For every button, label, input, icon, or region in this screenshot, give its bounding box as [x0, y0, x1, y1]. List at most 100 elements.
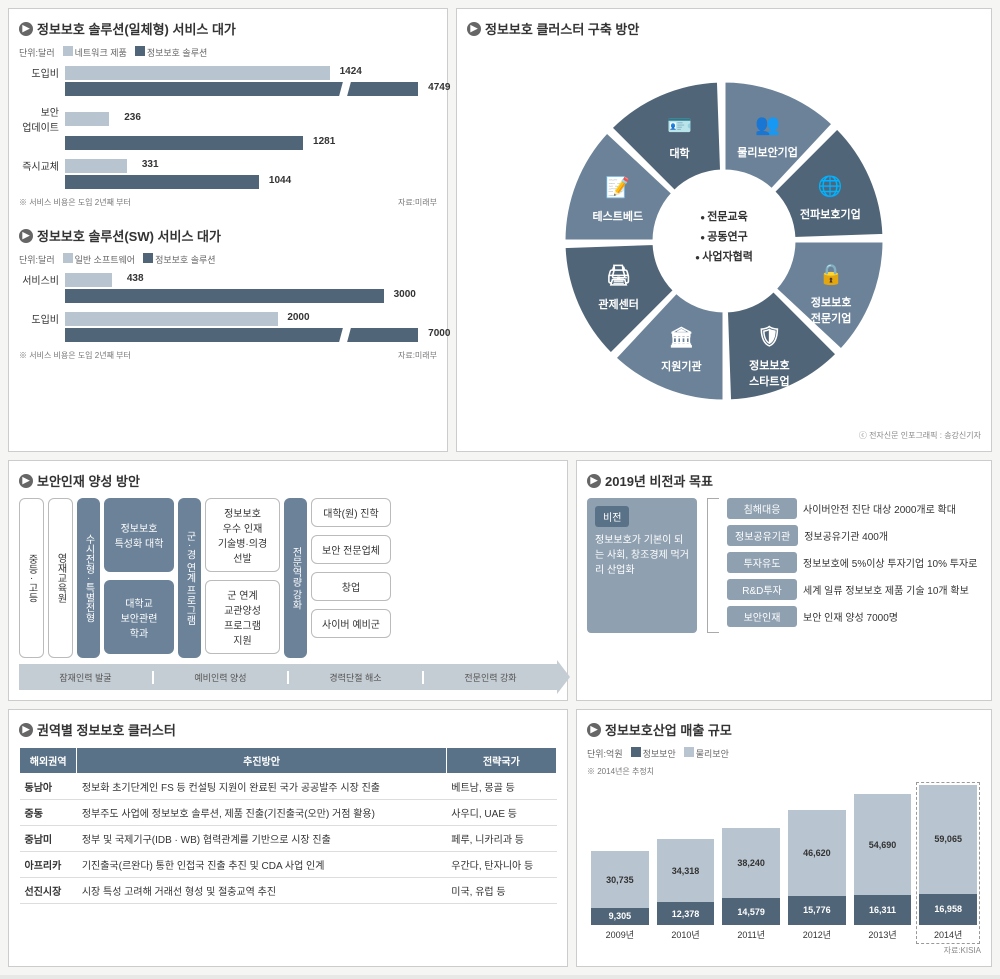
stacked-chart: 9,30530,7352009년12,37834,3182010년14,5793…	[587, 781, 981, 941]
flow-box: 정보보호 우수 인재 기술병·의경 선발	[205, 498, 280, 572]
stacked-bar: 16,95859,0652014년	[919, 785, 977, 941]
flow-box: 영재교육원	[48, 498, 73, 658]
segment-icon: 🪪	[664, 109, 696, 141]
donut-segment: 🏛지원기관	[639, 322, 724, 374]
arrow-icon: ▶	[467, 22, 481, 36]
flow-box: 군 연계 교관양성 프로그램 지원	[205, 580, 280, 654]
center-item: 전문교육	[700, 208, 748, 224]
donut-segment: 👥물리보안기업	[725, 108, 810, 160]
center-item: 공동연구	[700, 228, 748, 244]
donut-center: 전문교육 공동연구 사업자협력	[664, 176, 784, 296]
stacked-bar: 9,30530,7352009년	[591, 851, 649, 941]
donut-segment: 🛡정보보호 스타트업	[727, 321, 812, 389]
donut-chart: 전문교육 공동연구 사업자협력 👥물리보안기업 🌐전파보호기업 🔒정보보호 전문기업…	[514, 46, 934, 426]
goal-row: 투자유도 정보보호에 5%이상 투자기업 10% 투자로	[727, 552, 981, 573]
chart1-legend: 단위:달러 네트워크 제품 정보보호 솔루션	[19, 46, 437, 59]
market-title: ▶정보보호산업 매출 규모	[587, 720, 981, 739]
goal-row: R&D투자 세계 일류 정보보호 제품 기술 10개 확보	[727, 579, 981, 600]
bar-row: 7000	[19, 328, 437, 342]
donut-segment: 📝테스트베드	[575, 172, 660, 224]
talent-flow: 중등 · 고등 영재교육원 수시전형 · 특별전형 정보보호 특성화 대학 대학…	[19, 498, 557, 658]
stacked-bar: 12,37834,3182010년	[657, 839, 715, 941]
goal-text: 보안 인재 양성 7000명	[803, 609, 898, 624]
goal-text: 세계 일류 정보보호 제품 기술 10개 확보	[803, 582, 969, 597]
segment-icon: 🏛	[665, 322, 697, 354]
credit: ⓒ 전자신문 인포그래픽 : 송강신기자	[467, 430, 981, 441]
panel-region-table: ▶권역별 정보보호 클러스터 해외권역추진방안전략국가동남아정보화 초기단계인 …	[8, 709, 568, 967]
stacked-bar: 14,57938,2402011년	[722, 828, 780, 941]
arrow-icon: ▶	[587, 723, 601, 737]
chart2-bars: 서비스비4383000도입비20007000	[19, 272, 437, 342]
flow-box: 사이버 예비군	[311, 609, 391, 638]
donut-title: ▶정보보호 클러스터 구축 방안	[467, 19, 981, 38]
bar-row: 도입비2000	[19, 311, 437, 326]
cluster-table: 해외권역추진방안전략국가동남아정보화 초기단계인 FS 등 컨설팅 지원이 완료…	[19, 747, 557, 904]
panel-pricing: ▶정보보호 솔루션(일체형) 서비스 대가 단위:달러 네트워크 제품 정보보호…	[8, 8, 448, 452]
goal-tag: 침해대응	[727, 498, 797, 519]
arrow-icon: ▶	[19, 22, 33, 36]
panel-talent: ▶보안인재 양성 방안 중등 · 고등 영재교육원 수시전형 · 특별전형 정보…	[8, 460, 568, 701]
segment-icon: 🛡	[753, 321, 785, 353]
goals-list: 침해대응 사이버안전 진단 대상 2000개로 확대정보공유기관 정보공유기관 40…	[727, 498, 981, 633]
flow-box: 대학교 보안관련 학과	[104, 580, 174, 654]
flow-box: 수시전형 · 특별전형	[77, 498, 100, 658]
market-legend: 단위:억원 정보보안 물리보안	[587, 747, 981, 760]
donut-segment: 🖨관제센터	[576, 260, 661, 312]
stacked-bar: 15,77646,6202012년	[788, 810, 846, 941]
center-item: 사업자협력	[695, 248, 753, 264]
chart2-legend: 단위:달러 일반 소프트웨어 정보보호 솔루션	[19, 253, 437, 266]
segment-icon: 🌐	[814, 170, 846, 202]
flow-box: 중등 · 고등	[19, 498, 44, 658]
flow-box: 군 · 경 연계 프로그램	[178, 498, 201, 658]
table-row: 동남아정보화 초기단계인 FS 등 컨설팅 지원이 완료된 국가 공공발주 시장…	[20, 774, 557, 800]
panel-cluster-donut: ▶정보보호 클러스터 구축 방안 전문교육 공동연구 사업자협력 👥물리보안기업…	[456, 8, 992, 452]
bar-row: 1281	[19, 136, 437, 150]
goal-text: 정보공유기관 400개	[804, 528, 888, 543]
goal-tag: 투자유도	[727, 552, 797, 573]
donut-segment: 🔒정보보호 전문기업	[789, 258, 874, 326]
flow-box: 정보보호 특성화 대학	[104, 498, 174, 572]
table-header: 해외권역	[20, 748, 77, 774]
goal-text: 사이버안전 진단 대상 2000개로 확대	[803, 501, 956, 516]
arrow-icon: ▶	[19, 723, 33, 737]
bar-row: 4749	[19, 82, 437, 96]
bar-row: 즉시교체331	[19, 158, 437, 173]
chart2-title: ▶정보보호 솔루션(SW) 서비스 대가	[19, 226, 437, 245]
panel-vision: ▶2019년 비전과 목표 비전 정보보호가 기본이 되는 사회, 창조경제 먹…	[576, 460, 992, 701]
segment-icon: 📝	[602, 172, 634, 204]
panel-market: ▶정보보호산업 매출 규모 단위:억원 정보보안 물리보안 ※ 2014년은 추…	[576, 709, 992, 967]
flow-box: 대학(원) 진학	[311, 498, 391, 527]
segment-icon: 👥	[752, 108, 784, 140]
flow-box: 전문역량 강화	[284, 498, 307, 658]
table-header: 추진방안	[77, 748, 446, 774]
goal-tag: 보안인재	[727, 606, 797, 627]
vision-box: 비전 정보보호가 기본이 되는 사회, 창조경제 먹거리 산업화	[587, 498, 697, 633]
bar-row: 1044	[19, 175, 437, 189]
stacked-bar: 16,31154,6902013년	[854, 794, 912, 941]
table-row: 선진시장시장 특성 고려해 거래선 형성 및 절충교역 추진미국, 유럽 등	[20, 878, 557, 904]
chart1-bars: 도입비14244749보안 업데이트2361281즉시교체3311044	[19, 65, 437, 189]
goal-text: 정보보호에 5%이상 투자기업 10% 투자로	[803, 555, 977, 570]
goal-tag: 정보공유기관	[727, 525, 798, 546]
flow-box: 보안 전문업체	[311, 535, 391, 564]
segment-icon: 🖨	[603, 260, 635, 292]
arrow-icon: ▶	[587, 474, 601, 488]
bar-row: 보안 업데이트236	[19, 104, 437, 134]
chart1-title: ▶정보보호 솔루션(일체형) 서비스 대가	[19, 19, 437, 38]
table-title: ▶권역별 정보보호 클러스터	[19, 720, 557, 739]
bar-row: 3000	[19, 289, 437, 303]
table-row: 아프리카기진출국(르완다) 통한 인접국 진출 추진 및 CDA 사업 인계우간…	[20, 852, 557, 878]
donut-segment: 🌐전파보호기업	[788, 170, 873, 222]
table-row: 중동정부주도 사업에 정보보호 솔루션, 제품 진출(기진출국(오만) 거점 활…	[20, 800, 557, 826]
goal-row: 침해대응 사이버안전 진단 대상 2000개로 확대	[727, 498, 981, 519]
table-header: 전략국가	[446, 748, 556, 774]
flow-box: 창업	[311, 572, 391, 601]
arrow-icon: ▶	[19, 229, 33, 243]
infographic-root: ▶정보보호 솔루션(일체형) 서비스 대가 단위:달러 네트워크 제품 정보보호…	[0, 0, 1000, 975]
table-row: 중남미정부 및 국제기구(IDB · WB) 협력관계를 기반으로 시장 진출페…	[20, 826, 557, 852]
goal-row: 보안인재 보안 인재 양성 7000명	[727, 606, 981, 627]
goal-tag: R&D투자	[727, 579, 797, 600]
donut-segment: 🪪대학	[637, 109, 722, 161]
talent-title: ▶보안인재 양성 방안	[19, 471, 557, 490]
talent-arrow: 잠재인력 발굴 예비인력 양성 경력단절 해소 전문인력 강화	[19, 664, 557, 690]
